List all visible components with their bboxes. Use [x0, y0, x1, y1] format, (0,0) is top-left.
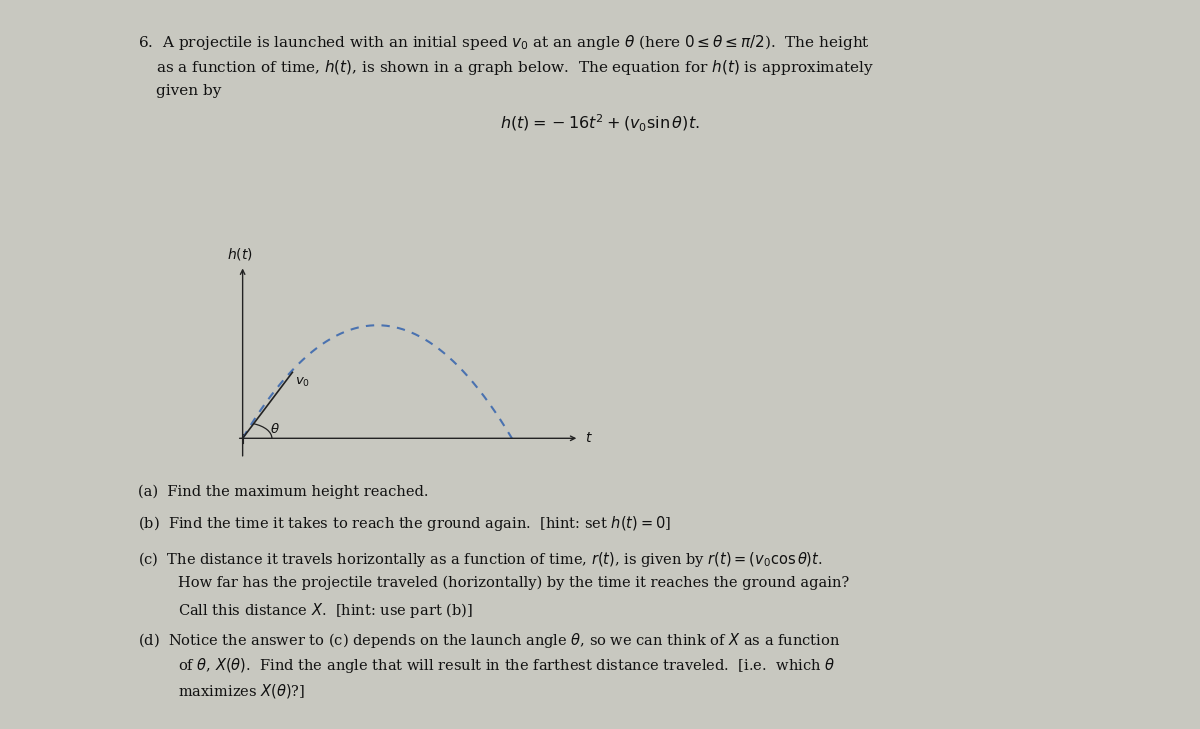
Text: 6.  A projectile is launched with an initial speed $v_0$ at an angle $\theta$ (h: 6. A projectile is launched with an init…	[138, 33, 870, 52]
Text: $t$: $t$	[586, 432, 593, 445]
Text: (d)  Notice the answer to (c) depends on the launch angle $\theta$, so we can th: (d) Notice the answer to (c) depends on …	[138, 631, 840, 650]
Text: Call this distance $X$.  [hint: use part (b)]: Call this distance $X$. [hint: use part …	[178, 601, 473, 620]
Text: $\theta$: $\theta$	[270, 422, 281, 436]
Text: of $\theta$, $X(\theta)$.  Find the angle that will result in the farthest dista: of $\theta$, $X(\theta)$. Find the angle…	[178, 656, 835, 675]
Text: (c)  The distance it travels horizontally as a function of time, $r(t)$, is give: (c) The distance it travels horizontally…	[138, 550, 823, 569]
Text: as a function of time, $h(t)$, is shown in a graph below.  The equation for $h(t: as a function of time, $h(t)$, is shown …	[156, 58, 874, 77]
Text: How far has the projectile traveled (horizontally) by the time it reaches the gr: How far has the projectile traveled (hor…	[178, 576, 848, 590]
Text: (a)  Find the maximum height reached.: (a) Find the maximum height reached.	[138, 485, 428, 499]
Text: maximizes $X(\theta)$?]: maximizes $X(\theta)$?]	[178, 682, 305, 700]
Text: (b)  Find the time it takes to reach the ground again.  [hint: set $h(t) = 0$]: (b) Find the time it takes to reach the …	[138, 514, 671, 533]
Text: $h(t)$: $h(t)$	[227, 246, 253, 262]
Text: $h(t) = -16t^2 + (v_0\sin\theta)t.$: $h(t) = -16t^2 + (v_0\sin\theta)t.$	[500, 113, 700, 134]
Text: $v_0$: $v_0$	[295, 375, 311, 389]
Text: given by: given by	[156, 84, 221, 98]
